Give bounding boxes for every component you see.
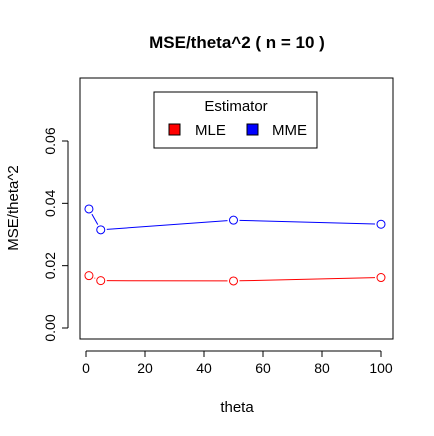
plot-frame [79, 77, 394, 340]
series-mme-point [84, 204, 94, 214]
series-mle-point [229, 276, 238, 286]
series-layer [84, 204, 386, 286]
x-tick-label: 60 [255, 360, 271, 376]
x-tick-label: 0 [82, 360, 90, 376]
legend-swatch-mme [246, 123, 259, 136]
legend-title: Estimator [204, 98, 267, 115]
y-axis-label: MSE/theta^2 [5, 165, 22, 250]
series-mle-point [84, 271, 94, 281]
x-tick-label: 40 [196, 360, 212, 376]
legend-label-mle: MLE [195, 122, 226, 139]
series-mme [84, 204, 386, 235]
series-mme-segment [239, 219, 376, 225]
chart-title: MSE/theta^2 ( n = 10 ) [149, 33, 325, 52]
y-axis: 0.00 0.02 0.04 0.06 [42, 127, 69, 342]
series-mle-segment [239, 277, 376, 282]
series-mme-segment [106, 220, 228, 230]
series-mle [84, 271, 386, 286]
x-tick-label: 100 [369, 360, 393, 376]
series-mme-point [229, 215, 238, 225]
legend-label-mme: MME [272, 122, 307, 139]
series-mme-point [376, 219, 386, 229]
y-tick-label: 0.00 [42, 314, 58, 341]
x-axis: 0 20 40 60 80 100 [82, 350, 393, 376]
legend-box [153, 91, 318, 149]
series-mle-point [96, 276, 106, 286]
x-tick-label: 20 [137, 360, 153, 376]
series-mle-point [376, 273, 386, 283]
series-mme-segment [91, 213, 99, 225]
series-mme-point [96, 225, 106, 235]
legend: Estimator MLE MME [153, 91, 318, 149]
x-axis-label: theta [220, 399, 254, 416]
y-tick-label: 0.04 [42, 189, 58, 216]
y-tick-label: 0.02 [42, 252, 58, 279]
x-tick-label: 80 [314, 360, 330, 376]
y-tick-label: 0.06 [42, 127, 58, 154]
legend-swatch-mle [168, 123, 181, 136]
